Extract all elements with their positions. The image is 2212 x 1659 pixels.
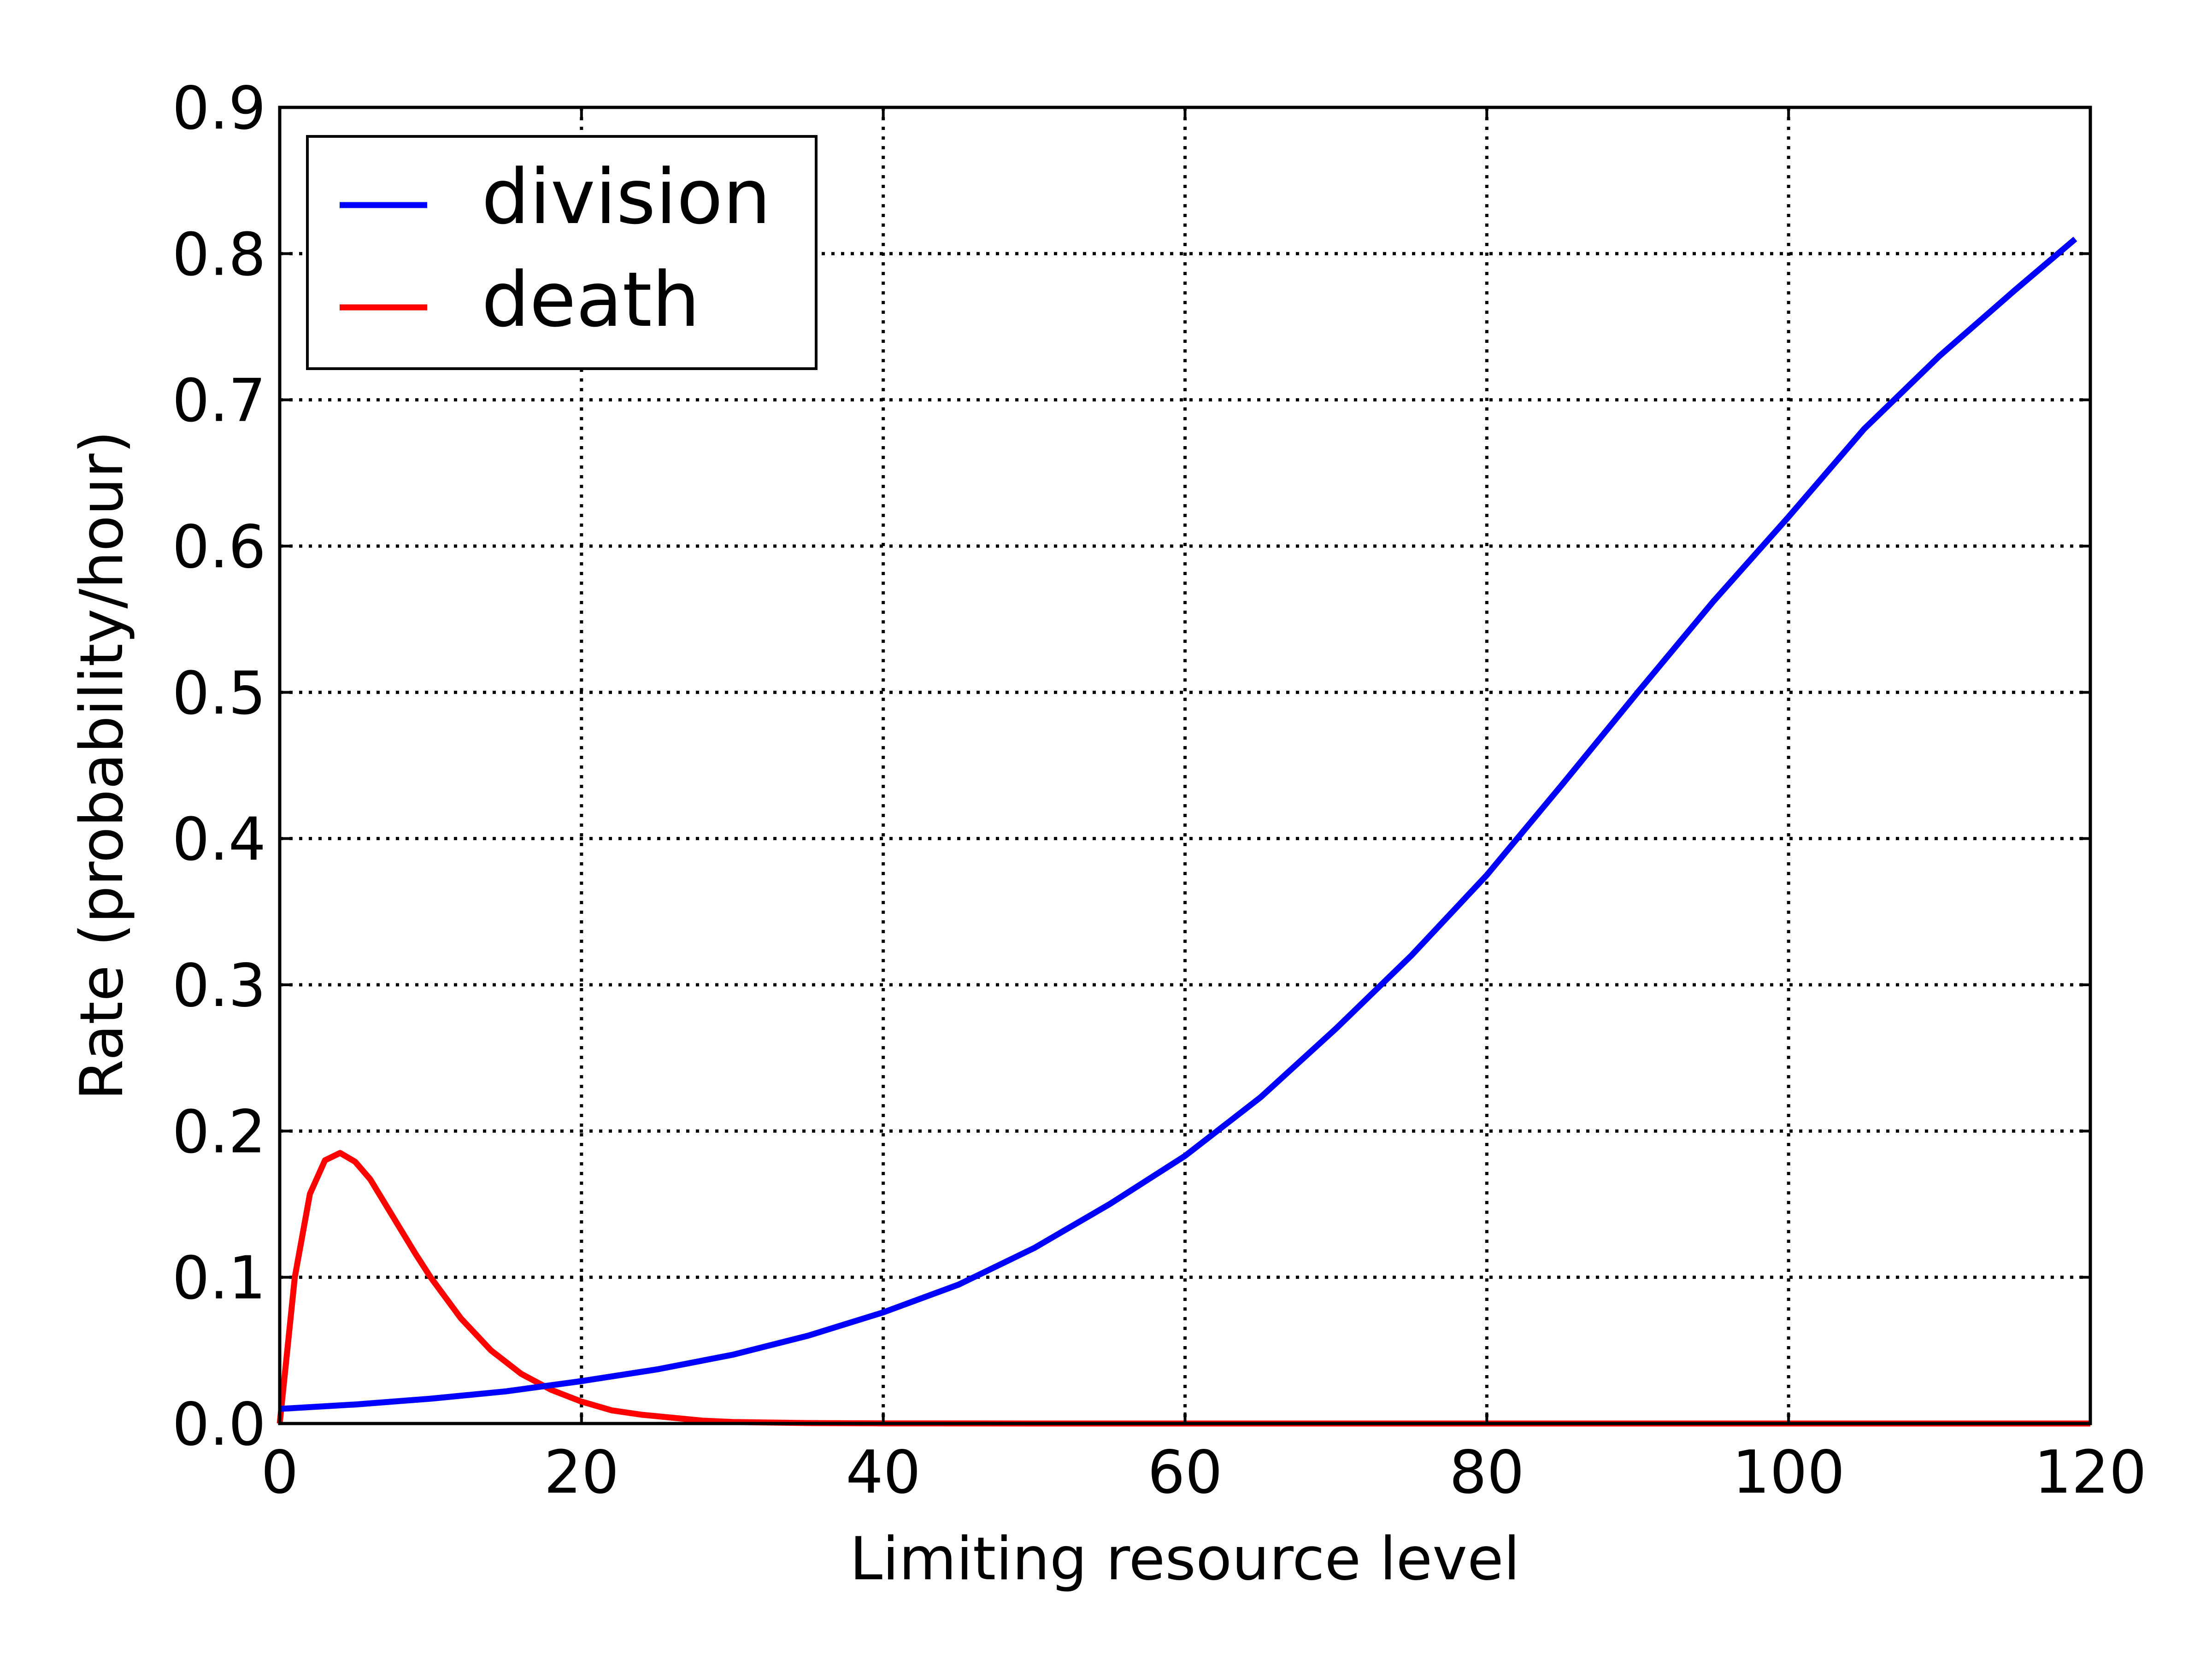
- ticks: 0 20 40 60 80 100 120 0.0 0.1 0.2 0.3 0.4 0.5 0.6 0.7 0…: [172, 74, 2147, 1507]
- y-tick-label: 0.1: [172, 1244, 266, 1313]
- legend-label-division: division: [482, 153, 771, 241]
- y-tick-label: 0.6: [172, 513, 266, 582]
- legend: division death: [306, 135, 818, 370]
- legend-label-death: death: [482, 256, 700, 344]
- y-tick-label: 0.3: [172, 952, 266, 1020]
- x-tick-label: 120: [2034, 1438, 2147, 1507]
- x-axis-title: Limiting resource level: [850, 1525, 1520, 1594]
- x-tick-label: 0: [261, 1438, 298, 1507]
- y-tick-label: 0.5: [172, 659, 266, 728]
- y-axis-title: Rate (probability/hour): [68, 430, 136, 1100]
- y-tick-label: 0.2: [172, 1098, 266, 1166]
- y-tick-label: 0.4: [172, 806, 266, 874]
- y-tick-label: 0.9: [172, 74, 266, 143]
- legend-box: [306, 135, 818, 370]
- x-tick-label: 20: [544, 1438, 619, 1507]
- x-tick-label: 60: [1147, 1438, 1223, 1507]
- y-tick-label: 0.8: [172, 220, 266, 289]
- x-tick-label: 80: [1449, 1438, 1524, 1507]
- y-tick-label: 0.7: [172, 367, 266, 435]
- x-tick-label: 100: [1732, 1438, 1845, 1507]
- series-line-division: [279, 236, 2077, 1412]
- y-tick-label: 0.0: [172, 1390, 266, 1459]
- x-tick-label: 40: [846, 1438, 921, 1507]
